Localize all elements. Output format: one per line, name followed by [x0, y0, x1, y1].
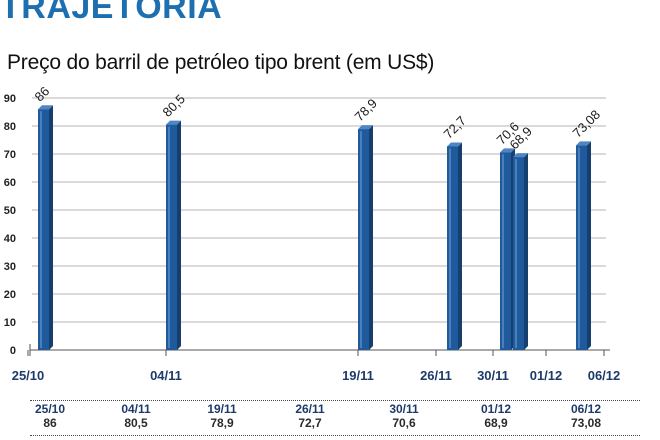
y-tick-label: 0	[10, 345, 16, 357]
bar-highlight	[502, 154, 504, 348]
table-value: 86	[43, 416, 57, 430]
y-tick-label: 60	[4, 177, 16, 189]
table-column: 19/11 78,9	[192, 402, 252, 430]
bar-front	[166, 124, 177, 350]
x-tick-label: 19/11	[342, 368, 374, 383]
table-value: 70,6	[392, 416, 416, 430]
bar-top	[500, 148, 515, 153]
bars	[38, 105, 591, 350]
x-tick-label: 04/11	[150, 368, 182, 383]
bar-top	[513, 153, 528, 158]
table-value: 68,9	[484, 416, 508, 430]
bar	[38, 105, 53, 350]
x-tick-label: 01/12	[530, 368, 563, 383]
price-table: 25/10 86 04/11 80,5 19/11 78,9 26/11 72,…	[0, 395, 640, 437]
table-column: 26/11 72,7	[280, 402, 340, 430]
x-tick-label: 30/11	[477, 368, 509, 383]
y-tick-label: 20	[4, 289, 16, 301]
table-column: 01/12 68,9	[466, 402, 526, 430]
table-date: 19/11	[207, 402, 237, 416]
table-value: 72,7	[298, 416, 322, 430]
bar-side	[369, 125, 373, 350]
bar	[500, 148, 515, 350]
bar-highlight	[360, 131, 362, 348]
table-top-rule	[30, 400, 640, 401]
bar-front	[500, 152, 511, 350]
bar-side	[587, 141, 591, 350]
bar-side	[524, 153, 528, 350]
table-column: 25/10 86	[20, 402, 80, 430]
data-label: 86	[32, 83, 53, 104]
y-axis-ticks: 0 10 20 30 40 50 60 70 80 90	[4, 93, 16, 357]
bar-front	[513, 157, 524, 350]
bar	[166, 120, 181, 350]
table-column: 04/11 80,5	[106, 402, 166, 430]
table-value: 73,08	[570, 416, 602, 430]
y-tick-label: 70	[4, 149, 16, 161]
bar-front	[358, 129, 369, 350]
y-tick-label: 80	[4, 121, 16, 133]
y-tick-label: 90	[4, 93, 16, 105]
bar-top	[447, 142, 462, 147]
bar-highlight	[578, 147, 580, 348]
x-tick-label: 25/10	[12, 368, 45, 383]
x-axis: 25/10 04/11 19/11 26/11 30/11 01/12 06/12	[12, 350, 621, 383]
bar-side	[458, 142, 462, 350]
bar-front	[38, 109, 49, 350]
bar-highlight	[168, 126, 170, 348]
data-label: 73,08	[570, 107, 604, 141]
page-title: TRAJETÓRIA	[0, 0, 223, 26]
table-column: 06/12 73,08	[556, 402, 616, 430]
bar-top	[358, 125, 373, 130]
bar-top	[166, 120, 181, 125]
table-date: 30/11	[389, 402, 419, 416]
data-labels: 86 80,5 78,972,7 70,668,9 73,08	[32, 83, 604, 152]
chart-subtitle: Preço do barril de petróleo tipo brent (…	[7, 51, 435, 74]
bar-top	[38, 105, 53, 110]
table-value: 78,9	[210, 416, 234, 430]
y-tick-label: 30	[4, 261, 16, 273]
bar-highlight	[40, 111, 42, 348]
bar	[576, 141, 591, 350]
y-tick-label: 10	[4, 317, 16, 329]
table-value: 80,5	[124, 416, 148, 430]
bar	[358, 125, 373, 350]
table-date: 06/12	[570, 402, 602, 416]
table-bottom-rule	[30, 435, 640, 436]
bar-highlight	[449, 148, 451, 348]
bar	[513, 153, 528, 350]
table-date: 01/12	[480, 402, 512, 416]
bar-front	[447, 146, 458, 350]
table-date: 25/10	[34, 402, 66, 416]
table-date: 04/11	[121, 402, 151, 416]
table-column: 30/11 70,6	[374, 402, 434, 430]
data-label: 72,7	[441, 113, 470, 142]
y-tick-label: 50	[4, 205, 16, 217]
x-tick-label: 26/11	[420, 368, 452, 383]
data-label: 78,9	[352, 96, 381, 125]
bar	[447, 142, 462, 350]
table-date: 26/11	[295, 402, 325, 416]
bar-top	[576, 141, 591, 146]
y-tick-label: 40	[4, 233, 16, 245]
x-tick-label: 06/12	[588, 368, 621, 383]
bar-front	[576, 145, 587, 350]
data-label: 80,5	[160, 91, 189, 120]
bar-side	[49, 105, 53, 350]
bar-side	[177, 120, 181, 350]
bar-highlight	[515, 159, 517, 348]
